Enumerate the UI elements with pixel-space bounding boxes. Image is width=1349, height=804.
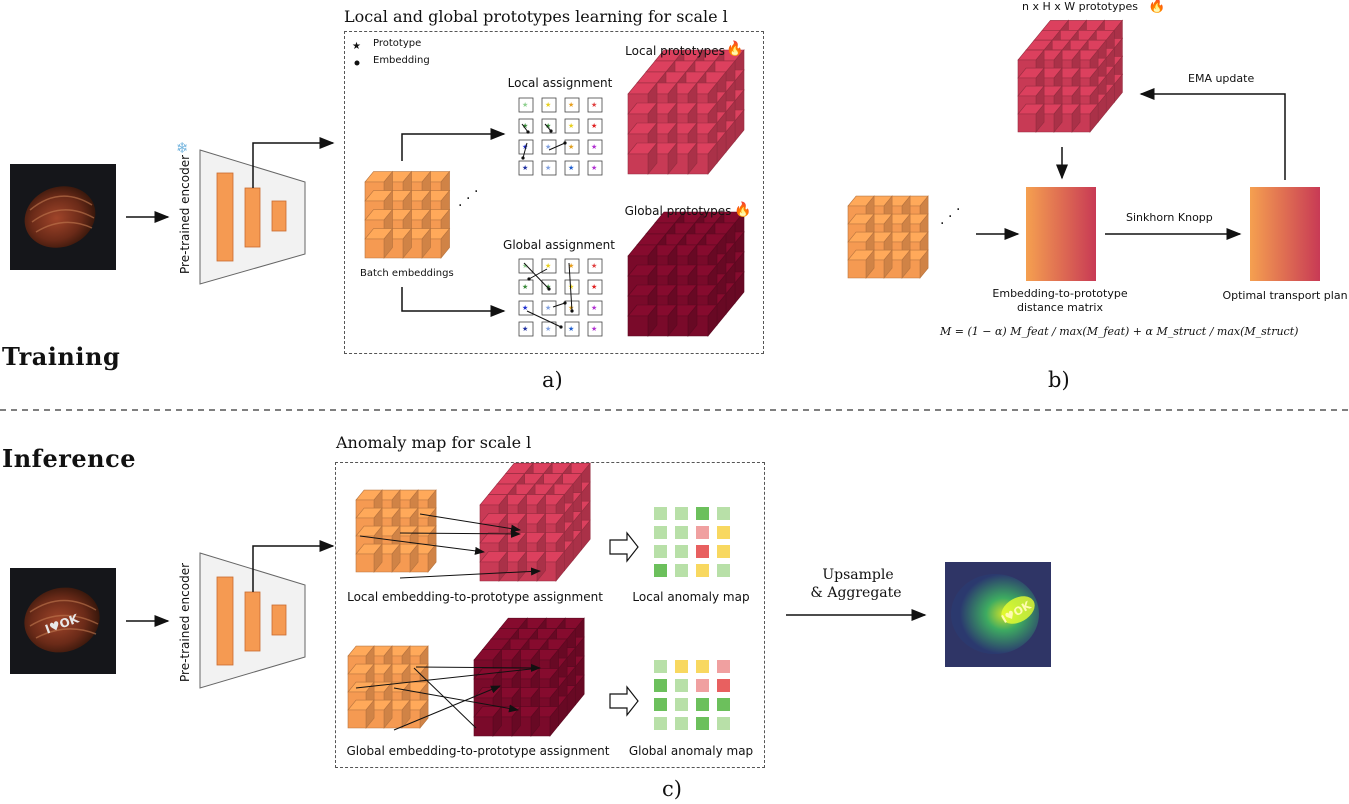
local-prototype-cube-c: [479, 462, 591, 582]
local-assignment-label: Local assignment: [507, 76, 613, 90]
output-heatmap: I♥OK: [945, 562, 1051, 667]
svg-text:★: ★: [522, 143, 528, 151]
distance-matrix: [1026, 187, 1096, 281]
batch-embeddings-label: Batch embeddings: [360, 268, 454, 279]
legend-embedding: Embedding: [373, 55, 430, 66]
svg-text:★: ★: [522, 122, 528, 130]
panel-a-title: Local and global prototypes learning for…: [344, 7, 728, 26]
global-prototypes-cube: [627, 211, 745, 337]
snowflake-icon: ❄: [176, 139, 189, 157]
svg-text:★: ★: [568, 164, 574, 172]
svg-text:★: ★: [545, 164, 551, 172]
svg-text:★: ★: [352, 41, 361, 52]
prototypes-label: n x H x W prototypes: [1022, 0, 1138, 13]
svg-text:★: ★: [591, 325, 597, 333]
panel-c-title: Anomaly map for scale l: [336, 433, 532, 452]
section-training: Training: [2, 342, 121, 371]
encoder-label-training: Pre-trained encoder: [178, 154, 192, 274]
local-assignment-caption: Local embedding-to-prototype assignment: [347, 590, 603, 604]
svg-text:★: ★: [568, 283, 574, 291]
distance-matrix-label-1: Embedding-to-prototype: [992, 287, 1128, 300]
local-assignment-lines: [359, 513, 541, 579]
global-assignment-lines: [355, 663, 541, 731]
panel-a-box: [344, 31, 764, 354]
hollow-arrow-local: [609, 531, 639, 563]
svg-text:·: ·: [458, 198, 462, 214]
local-prototypes-label: Local prototypes: [625, 44, 725, 58]
ema-update-label: EMA update: [1188, 72, 1255, 85]
svg-text:★: ★: [545, 101, 551, 109]
svg-text:·: ·: [948, 209, 952, 225]
svg-text:★: ★: [568, 122, 574, 130]
panel-c-box: [335, 462, 765, 768]
section-inference: Inference: [2, 444, 137, 473]
global-assignment-label: Global assignment: [503, 238, 615, 252]
svg-text:★: ★: [591, 101, 597, 109]
input-image-inference: I♥OK: [10, 568, 116, 674]
svg-text:★: ★: [568, 304, 574, 312]
local-embedding-cube: [355, 489, 437, 573]
local-prototypes-cube: [627, 49, 745, 175]
sinkhorn-label: Sinkhorn Knopp: [1126, 211, 1213, 224]
fire-icon: 🔥: [726, 41, 744, 57]
encoder-inference: [199, 552, 306, 689]
formula: M = (1 − α) M_feat / max(M_feat) + α M_s…: [940, 325, 1299, 338]
caption-a: a): [542, 368, 563, 392]
svg-text:★: ★: [545, 283, 551, 291]
local-assignment-grid: ★ ★ ★ ★ ★ ★ ★ ★ ★ ★ ★ ★ ★ ★ ★ ★: [518, 97, 603, 176]
svg-text:★: ★: [591, 143, 597, 151]
prototypes-cube-b: [1017, 19, 1124, 133]
global-assignment-grid: ★ ★ ★ ★ ★ ★ ★ ★ ★ ★ ★ ★ ★ ★ ★ ★: [518, 258, 603, 337]
svg-text:·: ·: [940, 216, 944, 232]
transport-plan: [1250, 187, 1320, 281]
upsample-label-1: Upsample: [822, 567, 894, 583]
batch-embeddings-cube: [364, 170, 451, 259]
svg-text:★: ★: [568, 101, 574, 109]
caption-b: b): [1048, 368, 1070, 392]
svg-text:·: ·: [474, 184, 478, 200]
fire-icon: 🔥: [1148, 0, 1166, 14]
caption-c: c): [662, 777, 682, 801]
legend-prototype: Prototype: [373, 38, 422, 49]
local-anomaly-map: [654, 507, 730, 577]
svg-text:★: ★: [545, 143, 551, 151]
svg-text:★: ★: [522, 283, 528, 291]
svg-text:★: ★: [591, 262, 597, 270]
distance-matrix-label-2: distance matrix: [1017, 301, 1103, 314]
svg-text:★: ★: [568, 262, 574, 270]
svg-text:·: ·: [466, 191, 470, 207]
svg-text:★: ★: [591, 283, 597, 291]
global-prototype-cube-c: [473, 617, 585, 737]
svg-text:★: ★: [545, 262, 551, 270]
svg-text:·: ·: [956, 202, 960, 218]
svg-text:★: ★: [545, 122, 551, 130]
svg-text:★: ★: [522, 164, 528, 172]
svg-text:★: ★: [522, 262, 528, 270]
svg-text:★: ★: [591, 122, 597, 130]
encoder-training: [199, 149, 306, 285]
global-anomaly-map: [654, 660, 730, 730]
svg-text:★: ★: [522, 101, 528, 109]
batch-cube-b: [847, 195, 929, 279]
svg-text:★: ★: [591, 164, 597, 172]
hollow-arrow-global: [609, 685, 639, 717]
svg-text:★: ★: [568, 325, 574, 333]
local-map-label: Local anomaly map: [632, 590, 750, 604]
fire-icon: 🔥: [734, 202, 752, 218]
svg-text:★: ★: [545, 325, 551, 333]
global-map-label: Global anomaly map: [628, 744, 754, 758]
svg-text:★: ★: [545, 304, 551, 312]
svg-text:★: ★: [522, 304, 528, 312]
svg-text:★: ★: [568, 143, 574, 151]
upsample-label-2: & Aggregate: [810, 585, 902, 601]
global-prototypes-label: Global prototypes: [624, 204, 732, 218]
encoder-label-inference: Pre-trained encoder: [178, 562, 192, 682]
input-image-training: [10, 164, 116, 270]
svg-text:★: ★: [591, 304, 597, 312]
svg-text:★: ★: [522, 325, 528, 333]
global-assignment-caption: Global embedding-to-prototype assignment: [346, 744, 610, 758]
transport-plan-label: Optimal transport plan: [1222, 289, 1348, 302]
